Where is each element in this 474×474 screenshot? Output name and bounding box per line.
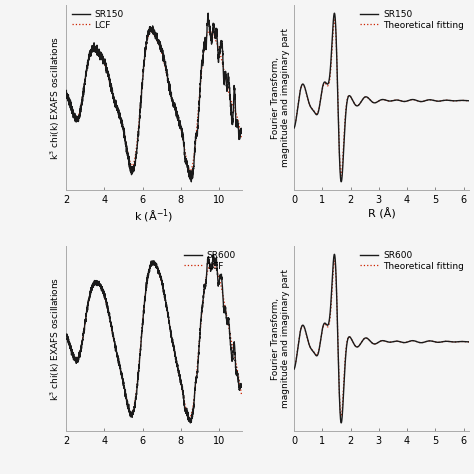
Y-axis label: Fourier Transform,
magnitude and imaginary part: Fourier Transform, magnitude and imagina… [271, 28, 290, 167]
Legend: SR600, Theoretical fitting: SR600, Theoretical fitting [359, 250, 465, 272]
Legend: SR150, Theoretical fitting: SR150, Theoretical fitting [359, 9, 465, 30]
X-axis label: k (Å$^{-1}$): k (Å$^{-1}$) [134, 208, 173, 225]
Y-axis label: Fourier Transform,
magnitude and imaginary part: Fourier Transform, magnitude and imagina… [271, 269, 290, 408]
Legend: SR150, LCF: SR150, LCF [71, 9, 125, 30]
Legend: SR600, LCF: SR600, LCF [183, 250, 237, 272]
Y-axis label: k$^3$ chi(k) EXAFS oscillations: k$^3$ chi(k) EXAFS oscillations [49, 276, 62, 401]
Y-axis label: k$^3$ chi(k) EXAFS oscillations: k$^3$ chi(k) EXAFS oscillations [49, 36, 62, 160]
X-axis label: R (Å): R (Å) [368, 208, 395, 219]
